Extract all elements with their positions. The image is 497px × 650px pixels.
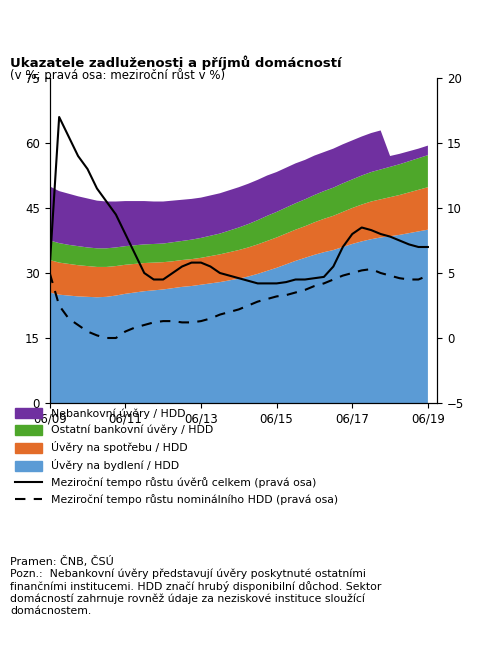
- Legend: Nebankovní úvěry / HDD, Ostatní bankovní úvěry / HDD, Úvěry na spotřebu / HDD, Ú: Nebankovní úvěry / HDD, Ostatní bankovní…: [15, 408, 338, 505]
- Text: (v %; pravá osa: meziroční růst v %): (v %; pravá osa: meziroční růst v %): [10, 68, 225, 82]
- Text: Pozn.:  Nebankovní úvěry představují úvěry poskytnuté ostatními
finančními insti: Pozn.: Nebankovní úvěry představují úvěr…: [10, 569, 381, 616]
- Text: Ukazatele zadluženosti a příjmů domácností: Ukazatele zadluženosti a příjmů domácnos…: [10, 55, 341, 70]
- Text: Pramen: ČNB, ČSÚ: Pramen: ČNB, ČSÚ: [10, 556, 114, 567]
